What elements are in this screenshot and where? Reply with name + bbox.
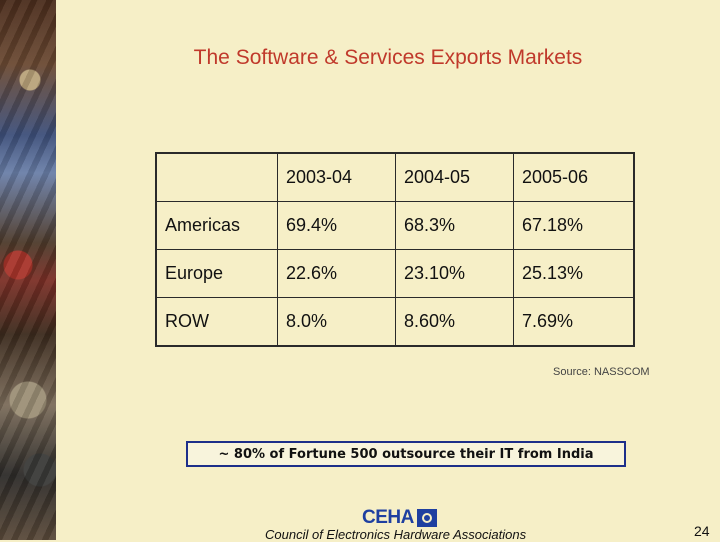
table-row: Americas 69.4% 68.3% 67.18% <box>155 201 635 250</box>
table-cell: 68.3% <box>395 201 514 250</box>
table-header-cell: 2005-06 <box>513 152 635 202</box>
table-cell: 25.13% <box>513 249 635 298</box>
fortune-500-callout: ~ 80% of Fortune 500 outsource their IT … <box>186 441 626 467</box>
table-cell: 22.6% <box>277 249 396 298</box>
page-number: 24 <box>694 523 710 539</box>
table-cell: 8.0% <box>277 297 396 347</box>
ceha-logo: CEHA <box>362 507 437 529</box>
table-cell: ROW <box>155 297 278 347</box>
table-cell: Americas <box>155 201 278 250</box>
table-header-cell <box>155 152 278 202</box>
table-header-cell: 2004-05 <box>395 152 514 202</box>
table-cell: 23.10% <box>395 249 514 298</box>
logo-wordmark: CEHA <box>362 507 414 528</box>
table-row: Europe 22.6% 23.10% 25.13% <box>155 249 635 298</box>
table-cell: 69.4% <box>277 201 396 250</box>
logo-emblem-icon <box>416 509 437 527</box>
footer-organization: Council of Electronics Hardware Associat… <box>265 527 527 542</box>
exports-table: 2003-04 2004-05 2005-06 Americas 69.4% 6… <box>155 152 635 347</box>
table-cell: 67.18% <box>513 201 635 250</box>
table-cell: 8.60% <box>395 297 514 347</box>
table-cell: 7.69% <box>513 297 635 347</box>
table-cell: Europe <box>155 249 278 298</box>
decorative-photo-strip <box>0 0 56 540</box>
table-header-row: 2003-04 2004-05 2005-06 <box>155 152 635 202</box>
slide-title: The Software & Services Exports Markets <box>193 46 583 69</box>
table-header-cell: 2003-04 <box>277 152 396 202</box>
source-note: Source: NASSCOM <box>553 366 650 378</box>
table-row: ROW 8.0% 8.60% 7.69% <box>155 297 635 347</box>
